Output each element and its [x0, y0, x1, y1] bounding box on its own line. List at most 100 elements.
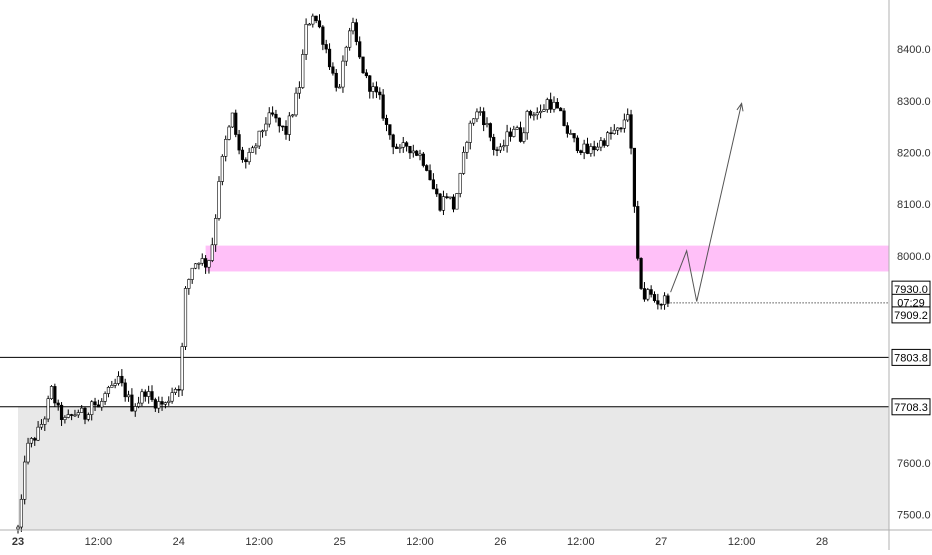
candle-body — [217, 181, 221, 219]
candle — [475, 108, 479, 123]
candle — [652, 291, 657, 303]
candle — [106, 385, 111, 398]
candle-body — [66, 414, 70, 418]
candle-body — [425, 165, 429, 171]
candle — [204, 255, 208, 274]
candle-body — [70, 414, 74, 416]
candle — [167, 396, 171, 406]
candle — [284, 120, 288, 140]
candle — [224, 135, 228, 162]
candle-body — [314, 15, 318, 22]
tag-level-line-upper[interactable]: 7803.8 — [891, 348, 931, 366]
price-tick-label: 8300.0 — [897, 96, 931, 108]
candle-body — [204, 258, 208, 268]
price-tag-7930-text: 7930.0 — [894, 284, 928, 296]
candle — [281, 125, 285, 131]
price-tag-7909-text: 7909.2 — [894, 310, 928, 322]
price-axis[interactable]: 7500.07600.07700.07800.07900.08000.08100… — [888, 0, 931, 550]
candle-body — [324, 44, 328, 50]
candle — [327, 43, 332, 70]
candle — [579, 149, 583, 156]
candle — [90, 400, 94, 421]
candle — [210, 237, 214, 263]
candle-body — [545, 99, 549, 110]
candle — [354, 18, 358, 46]
candle — [23, 455, 27, 505]
candle — [304, 18, 308, 60]
candle — [408, 145, 412, 159]
candle — [267, 107, 271, 128]
candle-body — [173, 389, 178, 393]
candle-body — [639, 258, 643, 289]
candle-body — [575, 137, 580, 151]
candle — [33, 436, 37, 446]
candle — [398, 144, 402, 154]
candle-body — [287, 115, 291, 135]
candle — [93, 397, 97, 412]
candle-body — [116, 375, 121, 384]
price-tag-7909[interactable]: 7909.2 — [891, 306, 931, 324]
candle-body — [331, 66, 335, 74]
candle — [163, 401, 168, 409]
candle — [438, 192, 442, 212]
candle-body — [260, 130, 265, 133]
tag-level-line-lower[interactable]: 7708.3 — [891, 398, 931, 416]
candle — [63, 415, 67, 424]
candle — [612, 124, 616, 135]
candle-body — [327, 48, 332, 68]
countdown-tag[interactable]: 07:29 — [891, 293, 931, 311]
candle — [461, 146, 466, 175]
candle — [183, 286, 188, 350]
tag-level-line-lower-box — [891, 398, 931, 416]
candle-body — [404, 142, 409, 147]
candle-body — [93, 401, 97, 406]
candle — [646, 287, 650, 302]
projection-path[interactable] — [670, 103, 743, 302]
candle — [137, 396, 141, 409]
candle-body — [307, 23, 312, 26]
candle — [314, 15, 318, 24]
candle — [227, 125, 231, 141]
candle-body — [344, 46, 348, 62]
candle-body — [103, 393, 107, 402]
candle — [160, 396, 164, 411]
candle-body — [535, 112, 539, 116]
candle — [337, 84, 342, 89]
candle-body — [468, 122, 472, 143]
candle — [83, 407, 87, 425]
candle — [616, 127, 620, 136]
price-tick-label: 7600.0 — [897, 458, 931, 470]
candle — [257, 130, 261, 149]
candle-body — [264, 123, 268, 132]
candle — [458, 172, 462, 198]
candle-body — [33, 438, 37, 441]
tag-level-line-upper-text: 7803.8 — [894, 352, 928, 364]
price-tick-label: 7500.0 — [897, 509, 931, 521]
candle — [649, 285, 653, 298]
candle — [374, 81, 379, 99]
candle — [629, 109, 633, 155]
candle — [622, 113, 626, 133]
candle-body — [602, 140, 606, 146]
candle — [19, 494, 23, 532]
candle-body — [542, 109, 546, 112]
candle-body — [652, 294, 657, 301]
price-tag-7930[interactable]: 7930.0 — [891, 280, 931, 298]
candle — [555, 98, 559, 109]
candle — [220, 154, 224, 186]
candle-body — [549, 99, 553, 110]
candle — [619, 127, 623, 133]
candle-body — [157, 401, 161, 409]
time-axis[interactable]: 23 12:00 24 12:00 25 12:00 26 12:00 27 12:00 28 — [0, 529, 932, 548]
candle-body — [371, 86, 375, 92]
candle-body — [595, 146, 600, 151]
candle — [639, 257, 643, 290]
candle-body — [612, 129, 616, 134]
candle — [150, 385, 154, 402]
countdown-tag-text: 07:29 — [897, 297, 925, 309]
candle-body — [555, 101, 559, 109]
candle-body — [36, 426, 40, 441]
candle — [415, 149, 419, 157]
candle — [274, 109, 278, 123]
